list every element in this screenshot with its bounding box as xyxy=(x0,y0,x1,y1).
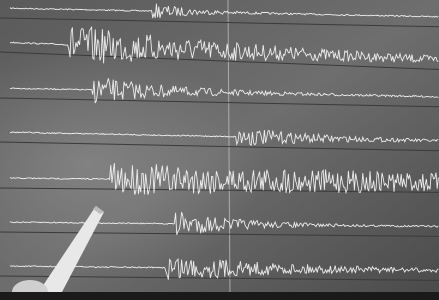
seismograph-photo xyxy=(0,0,439,300)
page: {} (() => { const g = document.getElemen… xyxy=(0,0,439,300)
screen-bezel xyxy=(0,292,439,300)
